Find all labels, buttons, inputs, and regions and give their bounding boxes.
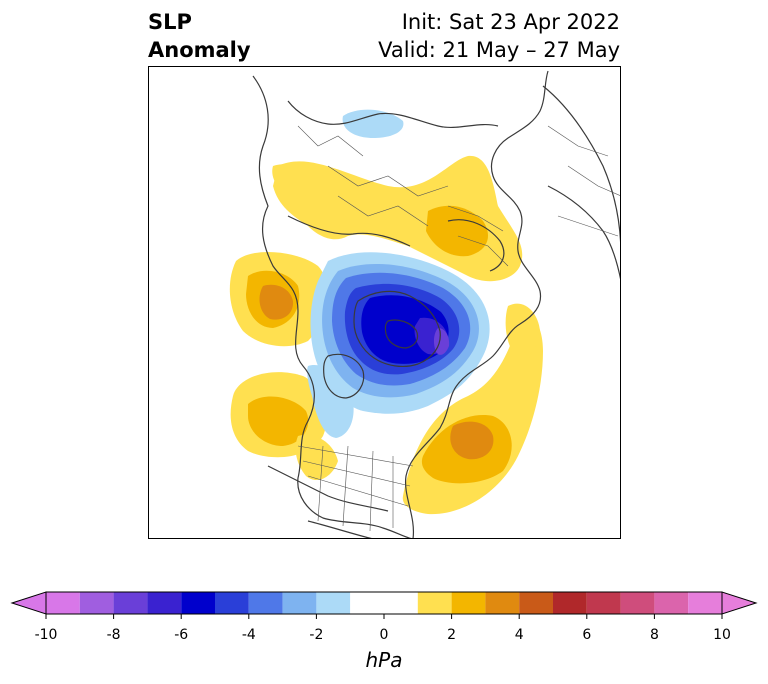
west-coast-positive-anomaly [295,434,338,481]
colorbar-bin [46,592,80,614]
colorbar-bin [79,592,114,614]
colorbar-bin [316,592,351,614]
colorbar-tick-label: 8 [650,627,659,643]
coastlines [252,70,621,539]
colorbar-bin [519,592,553,614]
colorbar-bin [215,592,249,614]
colorbar-bin [113,592,148,614]
colorbar-bin [248,592,283,614]
variable-title: SLP Anomaly [148,8,251,64]
colorbar-tick-label: 2 [447,627,456,643]
colorbar-tick-label: -4 [242,627,256,643]
colorbar: -10 -8 -6 -4 -2 0 2 4 6 8 10 hPa [10,591,758,672]
colorbar-tick-label: 4 [515,627,524,643]
variable-title-line2: Anomaly [148,38,251,62]
colorbar-extend-min-arrow [10,591,47,615]
colorbar-tick-label: -10 [35,627,58,643]
north-pacific-high-anomaly [229,251,327,347]
colorbar-bin [147,592,182,614]
colorbar-bin [586,592,621,614]
colorbar-extend-max-arrow [721,591,758,615]
colorbar-tick-label: 0 [380,627,389,643]
date-title: Init: Sat 23 Apr 2022 Valid: 21 May – 27… [378,8,620,64]
arctic-low-anomaly [310,252,490,414]
colorbar-bin [417,592,452,614]
variable-title-line1: SLP [148,10,192,34]
colorbar-tick-label: -6 [174,627,188,643]
map-frame [148,66,621,539]
colorbar-bin [282,592,317,614]
colorbar-bin [654,592,689,614]
colorbar-bin [181,592,215,614]
colorbar-tick-label: -2 [309,627,323,643]
colorbar-bin [620,592,655,614]
colorbar-unit-label: hPa [366,648,403,672]
colorbar-bin [350,592,418,614]
colorbar-segments [46,592,722,614]
colorbar-bin [688,592,722,614]
eurasia-high-anomaly [272,155,523,282]
colorbar-ticks: -10 -8 -6 -4 -2 0 2 4 6 8 10 [35,614,731,643]
colorbar-tick-label: 6 [582,627,591,643]
us-interior-negative-anomaly [307,365,354,438]
colorbar-bin [553,592,587,614]
north-atlantic-high-anomaly [402,303,543,515]
init-date: Init: Sat 23 Apr 2022 [401,10,620,34]
valid-date: Valid: 21 May – 27 May [378,38,620,62]
colorbar-bin [451,592,486,614]
slp-anomaly-map [148,66,621,539]
political-borders [297,125,621,532]
central-asia-low-anomaly [342,109,404,138]
colorbar-bin [485,592,520,614]
colorbar-tick-label: -8 [107,627,121,643]
colorbar-tick-label: 10 [713,627,731,643]
